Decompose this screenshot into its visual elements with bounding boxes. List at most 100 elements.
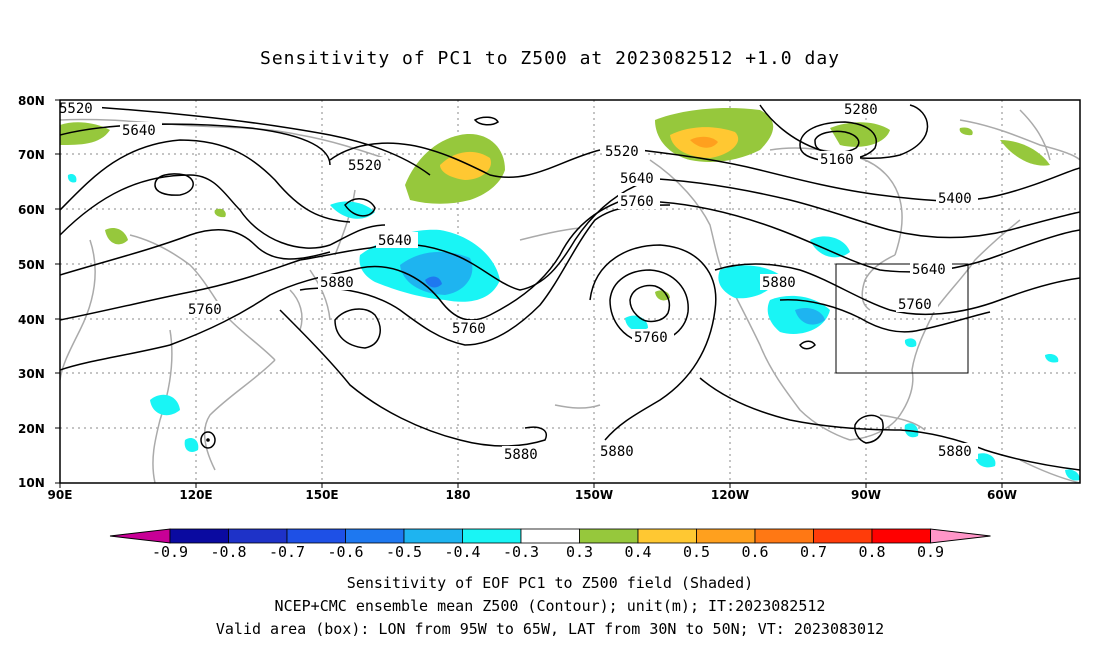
contour-label: 5520 [59, 100, 102, 117]
lat-label: 20N [18, 422, 45, 436]
colorbar-segment [286, 528, 346, 544]
lon-label: 150E [305, 488, 338, 502]
contour-label: 5520 [603, 143, 645, 160]
contour-label-text: 5880 [600, 444, 634, 460]
colorbar-tick-label: -0.9 [152, 543, 188, 561]
colorbar-segment [871, 528, 931, 544]
contour-label: 5400 [936, 190, 978, 207]
colorbar-segment [813, 528, 873, 544]
caption-line-2: NCEP+CMC ensemble mean Z500 (Contour); u… [274, 597, 826, 615]
contour-label-text: 5640 [912, 262, 946, 278]
lat-label: 50N [18, 258, 45, 272]
colorbar-tick-label: -0.3 [503, 543, 539, 561]
grid-lines [60, 100, 1080, 483]
lat-label: 10N [18, 476, 45, 490]
contour-label-text: 5760 [188, 302, 222, 318]
contour-label: 5880 [936, 443, 978, 460]
lon-label: 120W [711, 488, 749, 502]
contour-label-text: 5880 [938, 444, 972, 460]
colorbar-tick-label: 0.9 [917, 543, 944, 561]
colorbar-tick-label: 0.5 [683, 543, 710, 561]
colorbar-tick-label: -0.8 [210, 543, 246, 561]
lat-label: 40N [18, 313, 45, 327]
contour-label-text: 5640 [620, 171, 654, 187]
contour-label-text: 5520 [605, 144, 639, 160]
lat-label: 80N [18, 94, 45, 108]
contour-label-text: 5760 [620, 194, 654, 210]
colorbar-tick-label: 0.6 [741, 543, 768, 561]
colorbar-segment [462, 528, 522, 544]
lon-label: 90W [851, 488, 881, 502]
contour-label: 5760 [896, 296, 938, 313]
colorbar-segment [637, 528, 697, 544]
axis-ticks [55, 99, 1003, 488]
contour-label: 5880 [502, 446, 544, 463]
colorbar-tick-label: -0.7 [269, 543, 305, 561]
contour-label-text: 5760 [452, 321, 486, 337]
lon-label: 60W [987, 488, 1017, 502]
colorbar-segment [520, 528, 580, 544]
contour-label-text: 5280 [844, 102, 878, 118]
colorbar-right-tip [930, 528, 991, 544]
lon-label: 150W [575, 488, 613, 502]
colorbar-left-tip [109, 528, 171, 544]
caption-line-1: Sensitivity of EOF PC1 to Z500 field (Sh… [346, 574, 754, 592]
plot-title: Sensitivity of PC1 to Z500 at 2023082512… [259, 48, 840, 69]
contour-label: 5880 [318, 274, 360, 291]
lat-label: 30N [18, 367, 45, 381]
colorbar-tick-label: 0.8 [858, 543, 885, 561]
contour-label-text: 5160 [820, 152, 854, 168]
colorbar-segment [169, 528, 229, 544]
caption-line-3: Valid area (box): LON from 95W to 65W, L… [215, 620, 885, 638]
latitude-labels: 80N 70N 60N 50N 40N 30N 20N 10N [18, 94, 45, 490]
contour-label-text: 5880 [504, 447, 538, 463]
contour-label-text: 5640 [122, 123, 156, 139]
colorbar-tick-label: -0.4 [444, 543, 480, 561]
lon-label: 120E [179, 488, 212, 502]
lat-label: 60N [18, 203, 45, 217]
lon-label: 90E [48, 488, 73, 502]
contour-label: 5280 [842, 101, 884, 118]
contour-label: 5640 [910, 261, 952, 278]
contour-label-text: 5880 [762, 275, 796, 291]
contour-label: 5160 [818, 151, 860, 168]
colorbar-tick-label: 0.7 [800, 543, 827, 561]
contour-label: 5520 [346, 157, 388, 174]
colorbar-tick-label: 0.4 [624, 543, 651, 561]
contour-label-text: 5880 [320, 275, 354, 291]
contour-label: 5760 [632, 329, 674, 346]
colorbar-segment [345, 528, 405, 544]
map-background [60, 100, 1080, 483]
cyclone-marker [200, 431, 216, 449]
z500-contours [60, 104, 1080, 471]
contour-label: 5640 [376, 232, 418, 249]
contour-label: 5880 [760, 274, 802, 291]
contour-label-text: 5520 [348, 158, 382, 174]
contour-label-text: 5520 [59, 101, 93, 117]
colorbar-segment [579, 528, 639, 544]
contour-label-text: 5400 [938, 191, 972, 207]
colorbar [109, 528, 991, 544]
contour-label: 5640 [120, 122, 162, 139]
colorbar-segment [696, 528, 756, 544]
contour-label: 5760 [618, 193, 660, 210]
colorbar-labels: -0.9 -0.8 -0.7 -0.6 -0.5 -0.4 -0.3 0.3 0.4 0.5 0.6… [152, 543, 944, 561]
colorbar-segment [754, 528, 814, 544]
map-frame [59, 99, 1081, 484]
contour-label-text: 5640 [378, 233, 412, 249]
colorbar-segment [403, 528, 463, 544]
longitude-labels: 90E 120E 150E 180 150W 120W 90W 60W [48, 488, 1017, 502]
lat-label: 70N [18, 148, 45, 162]
colorbar-tick-label: 0.3 [566, 543, 593, 561]
colorbar-tick-label: -0.5 [386, 543, 422, 561]
coastlines [60, 109, 1080, 483]
contour-label: 5760 [186, 301, 228, 318]
contour-label: 5760 [450, 320, 492, 337]
valid-area-box [835, 263, 969, 374]
contour-label: 5880 [598, 443, 640, 460]
contour-label-text: 5760 [898, 297, 932, 313]
lon-label: 180 [445, 488, 470, 502]
colorbar-segment [228, 528, 288, 544]
contour-label-text: 5760 [634, 330, 668, 346]
